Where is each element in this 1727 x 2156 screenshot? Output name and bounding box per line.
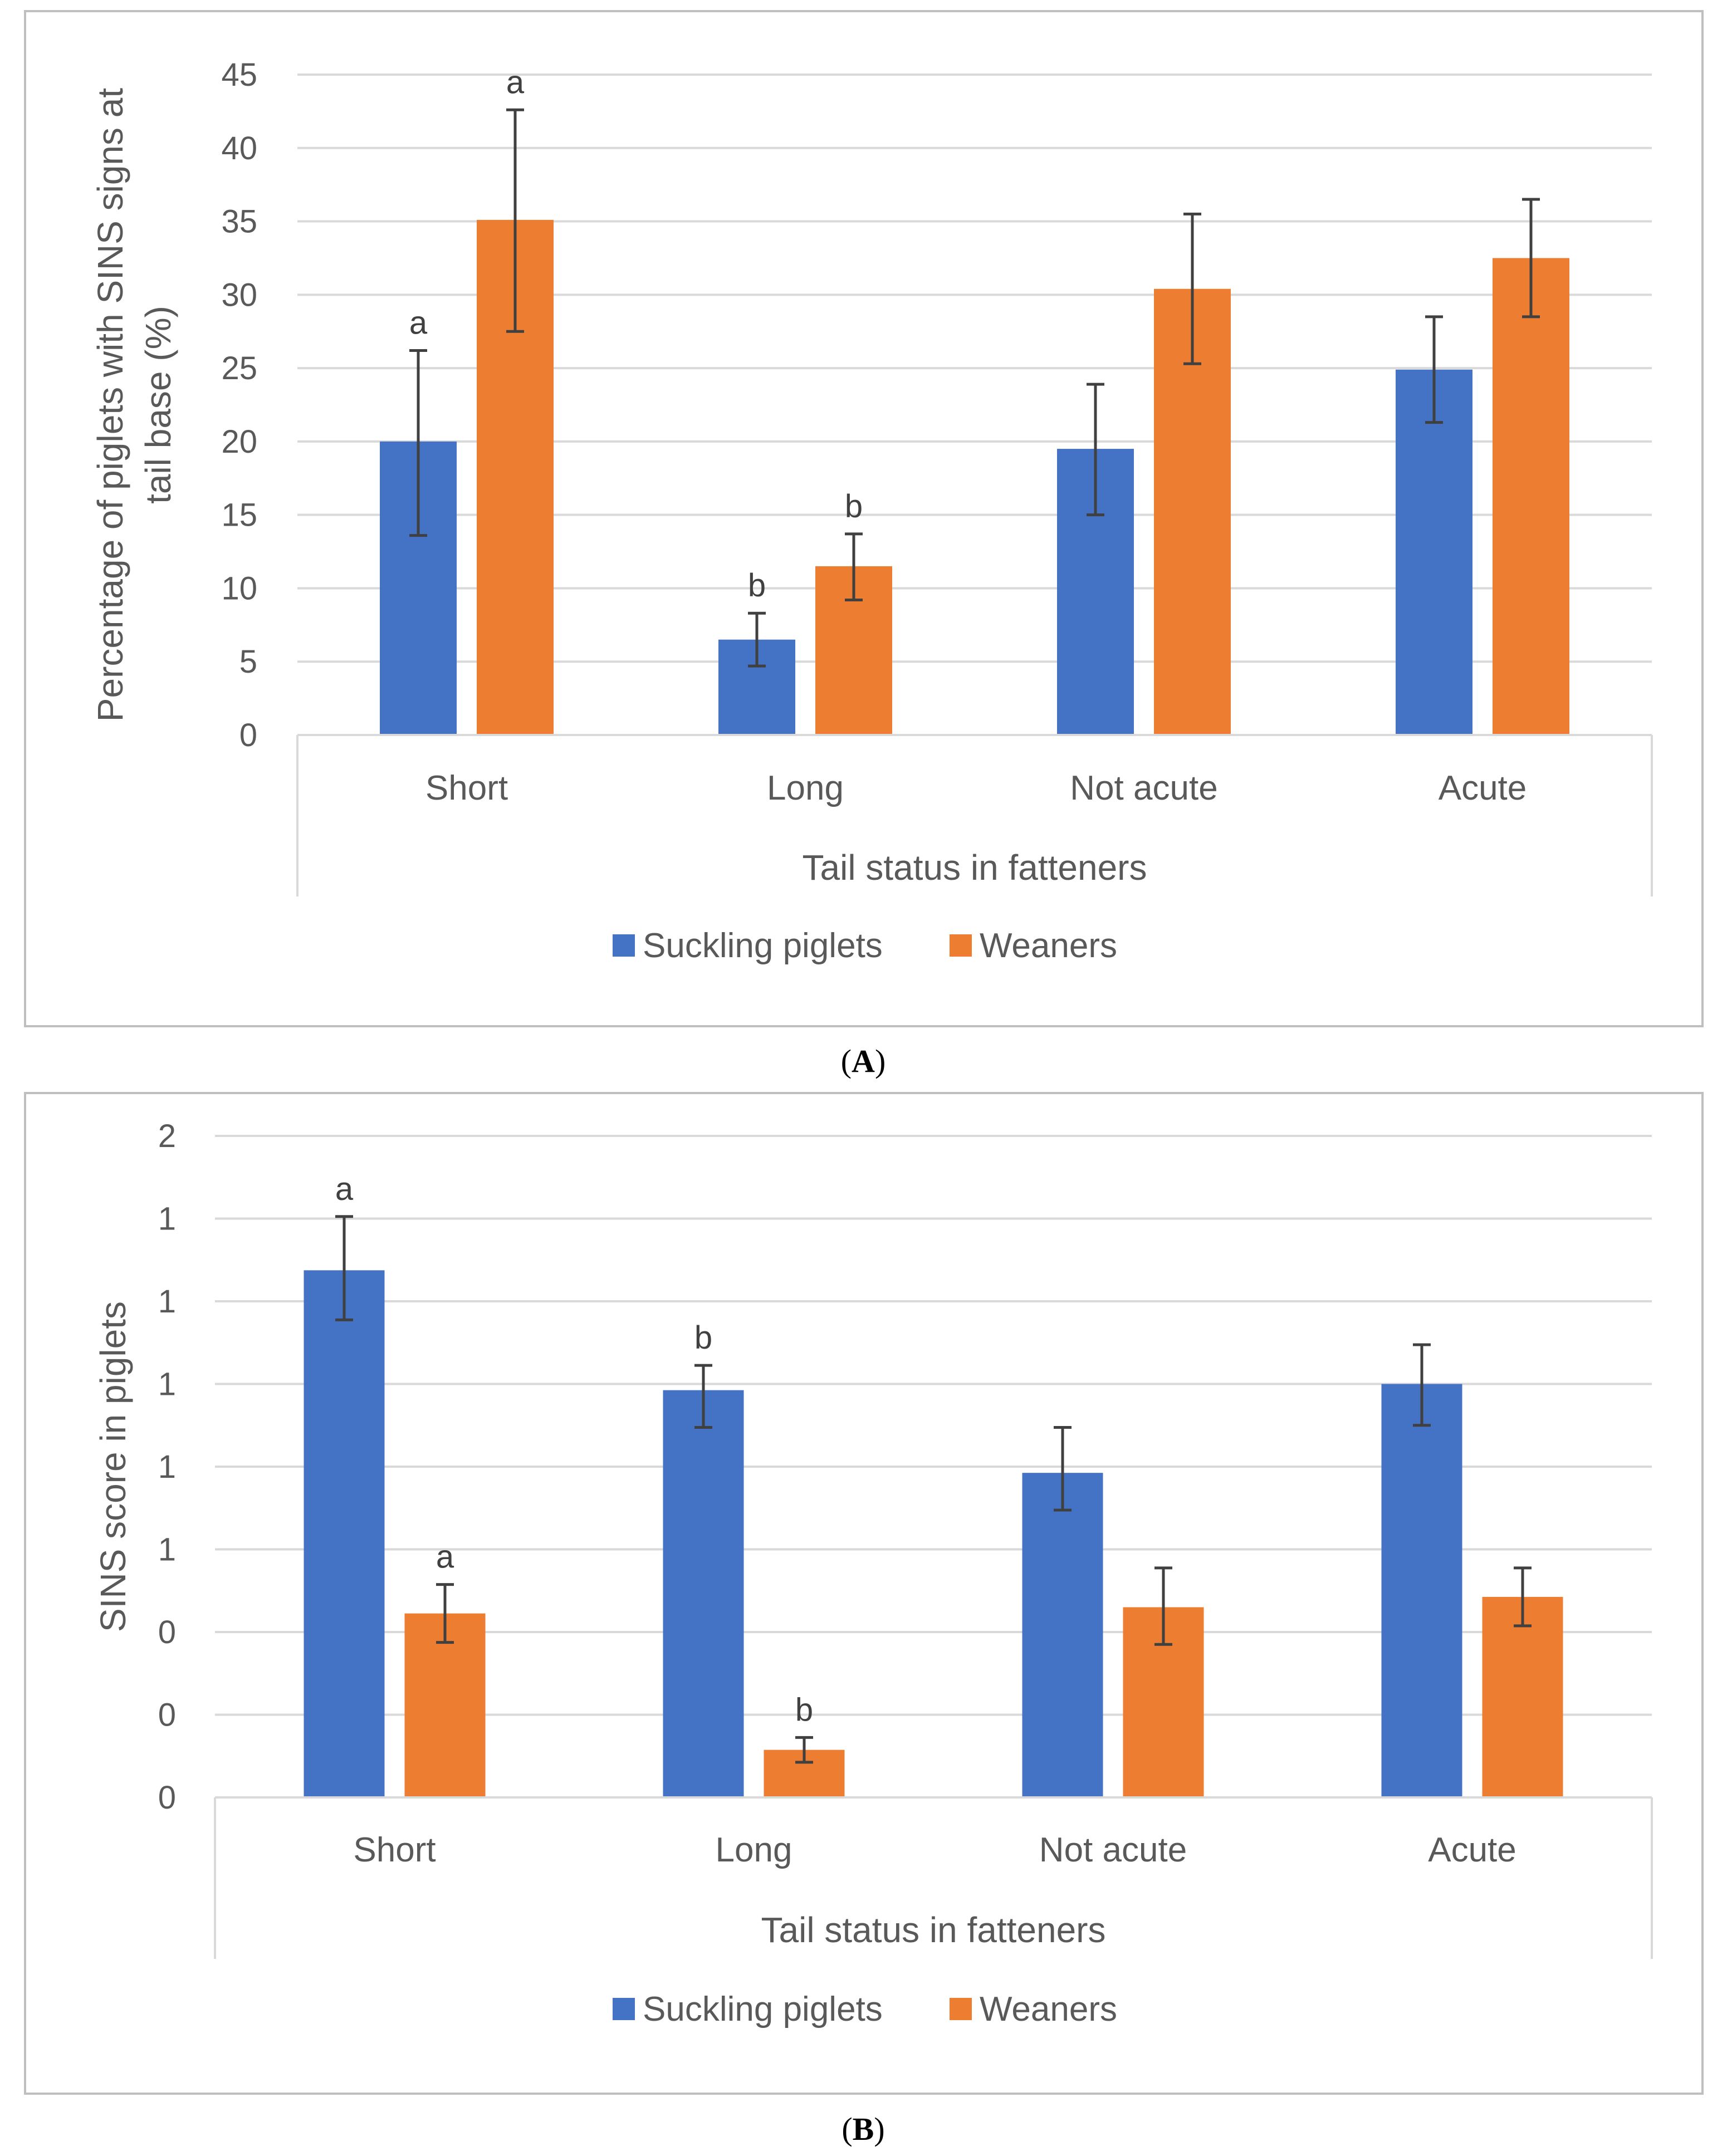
significance-letter: b [795, 1692, 813, 1728]
x-tick-label: Long [716, 1831, 792, 1869]
x-tick-label: Short [425, 769, 508, 807]
legend-swatch-suckling [613, 934, 635, 957]
y-tick-label: 30 [221, 277, 257, 313]
x-tick-label: Not acute [1070, 769, 1217, 807]
bar-suckling-acute [1396, 369, 1472, 735]
x-tick-label: Not acute [1039, 1831, 1187, 1869]
legend-label-suckling: Suckling piglets [643, 927, 883, 965]
legend: Suckling piglets Weaners [613, 1990, 1117, 2028]
significance-letters: a a b b [409, 64, 863, 604]
y-tick-labels: 0 5 10 15 20 25 30 35 40 45 [221, 57, 257, 753]
y-tick-label: 35 [221, 204, 257, 240]
significance-letters: a a b b [335, 1171, 813, 1728]
y-tick-label: 0 [158, 1614, 176, 1650]
significance-letter: a [506, 64, 525, 100]
y-tick-label: 1 [158, 1532, 176, 1568]
chart-panel-a: 0 5 10 15 20 25 30 35 40 45 a a b b Short Long Not acu… [24, 10, 1704, 1027]
y-tick-label: 5 [239, 644, 257, 680]
significance-letter: b [845, 488, 863, 525]
y-tick-label: 45 [221, 57, 257, 93]
y-tick-labels: 0 0 0 1 1 1 1 1 2 [158, 1118, 176, 1816]
legend-swatch-weaners [950, 1998, 972, 2020]
significance-letter: b [748, 567, 766, 604]
bar-suckling-long [663, 1390, 744, 1797]
y-tick-label: 20 [221, 424, 257, 460]
legend-swatch-suckling [613, 1998, 635, 2020]
y-tick-label: 2 [158, 1118, 176, 1154]
panel-label-b: (B) [842, 2111, 884, 2147]
y-tick-label: 0 [158, 1780, 176, 1816]
y-axis-title: SINS score in piglets [93, 1301, 133, 1632]
x-tick-label: Short [353, 1831, 436, 1869]
x-tick-label: Long [767, 769, 844, 807]
x-tick-label: Acute [1439, 769, 1527, 807]
legend-swatch-weaners [950, 934, 972, 957]
bar-weaners-acute [1493, 258, 1569, 735]
legend-label-weaners: Weaners [980, 1990, 1117, 2028]
y-tick-label: 10 [221, 570, 257, 606]
y-tick-label: 25 [221, 350, 257, 386]
legend: Suckling piglets Weaners [613, 927, 1117, 965]
significance-letter: a [409, 305, 428, 341]
y-axis-title-line-1: Percentage of piglets with SINS signs at [90, 88, 130, 722]
y-tick-label: 1 [158, 1366, 176, 1403]
bar-suckling-acute [1381, 1384, 1462, 1797]
significance-letter: a [436, 1539, 454, 1575]
y-tick-label: 0 [158, 1697, 176, 1733]
panel-label-a: (A) [841, 1043, 886, 1079]
y-tick-label: 15 [221, 497, 257, 533]
significance-letter: a [335, 1171, 354, 1207]
legend-label-weaners: Weaners [980, 927, 1117, 965]
bar-weaners-acute [1482, 1596, 1563, 1797]
chart-panel-b: 0 0 0 1 1 1 1 1 2 a a b b Short Long Not acute Acute T… [24, 1092, 1704, 2095]
x-axis-title: Tail status in fatteners [803, 847, 1147, 888]
error-bars [335, 1215, 1532, 1764]
x-axis-title: Tail status in fatteners [761, 1910, 1106, 1950]
x-tick-label: Acute [1428, 1831, 1516, 1869]
error-bars [409, 108, 1540, 668]
y-tick-label: 40 [221, 130, 257, 166]
y-tick-label: 1 [158, 1283, 176, 1320]
legend-label-suckling: Suckling piglets [643, 1990, 883, 2028]
y-tick-label: 1 [158, 1449, 176, 1485]
bar-weaners-short [404, 1613, 486, 1797]
bar-suckling-short [304, 1270, 385, 1797]
y-tick-label: 0 [239, 717, 257, 753]
significance-letter: b [694, 1320, 712, 1356]
y-tick-label: 1 [158, 1201, 176, 1237]
bar-suckling-not-acute [1022, 1473, 1103, 1797]
x-tick-labels: Short Long Not acute Acute [425, 769, 1527, 807]
y-axis-title-line-2: tail base (%) [138, 306, 178, 504]
x-tick-labels: Short Long Not acute Acute [353, 1831, 1516, 1869]
